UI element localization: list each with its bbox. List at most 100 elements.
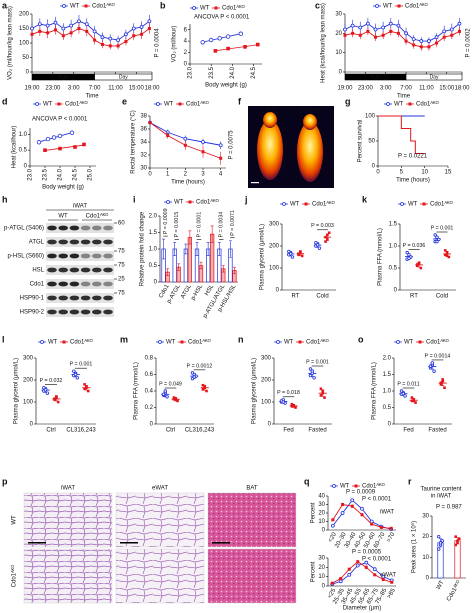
y-tick-label: 50 — [22, 55, 29, 61]
legend-label: WT — [290, 202, 300, 208]
marker — [332, 484, 336, 488]
marker — [350, 498, 355, 503]
marker — [454, 535, 457, 538]
blot-band — [80, 309, 91, 315]
x-tick-label: Cold — [316, 294, 328, 300]
marker — [330, 581, 334, 585]
bar — [454, 540, 461, 579]
blot-band — [92, 239, 102, 245]
y-tick-label: 200 — [269, 244, 280, 250]
marker — [326, 233, 329, 237]
x-tick-label: HSL — [204, 283, 215, 297]
blot-strip — [46, 265, 114, 275]
marker — [350, 23, 355, 28]
x-tick-label: 23.0 — [28, 168, 34, 180]
marker — [435, 235, 439, 239]
blot-band — [92, 225, 102, 231]
y-tick-label: 100 — [261, 400, 272, 406]
x-tick-label: 3:00 — [68, 86, 80, 92]
x-tick-label: 0 — [148, 172, 152, 178]
marker — [435, 41, 439, 45]
y-tick-label: 4 — [184, 39, 188, 45]
marker — [317, 246, 322, 250]
panel-label: eWAT — [380, 573, 396, 579]
column-label: iWAT — [61, 486, 75, 492]
y-tick-label: 1.0 — [149, 247, 158, 253]
marker — [326, 238, 329, 241]
marker — [338, 579, 343, 584]
legend-label: Cdo1ᴬᴷᴼ — [92, 2, 115, 10]
marker — [430, 361, 434, 365]
blot-band — [80, 281, 91, 287]
marker — [331, 518, 335, 522]
legend-label: WT — [404, 340, 414, 346]
legend-label: Cdo1ᴬᴷᴼ — [196, 198, 219, 206]
x-tick-label: 24.0 — [230, 66, 236, 78]
marker-kda: 75 — [118, 291, 125, 297]
marker — [412, 398, 416, 402]
error-bar — [210, 225, 214, 243]
marker — [360, 513, 364, 517]
marker — [310, 371, 314, 376]
marker — [192, 375, 196, 379]
panel-letter: b — [160, 0, 166, 10]
x-tick-label: <25 — [327, 587, 338, 599]
marker — [330, 523, 335, 528]
y-tick-label: 0.8 — [145, 356, 154, 362]
marker — [53, 397, 56, 400]
chart-title: in iWAT — [431, 494, 452, 500]
histology-image — [207, 492, 297, 548]
marker — [124, 32, 128, 37]
blot-band — [92, 295, 102, 301]
marker — [403, 394, 407, 398]
mouse-heat — [297, 122, 323, 182]
x-tick-label: CL316,243 — [185, 428, 215, 434]
marker — [55, 395, 58, 398]
y-tick-label: 30 — [140, 166, 147, 172]
marker — [219, 156, 223, 160]
marker — [388, 21, 393, 26]
marker — [323, 396, 326, 399]
marker — [62, 4, 66, 8]
marker — [140, 32, 144, 36]
y-axis-label: Percent survival — [358, 120, 364, 163]
marker — [441, 379, 445, 383]
y-tick-label: 10 — [318, 574, 325, 580]
marker — [354, 484, 358, 488]
marker — [437, 547, 441, 551]
x-tick-label: Ctrl — [166, 428, 175, 434]
p-value: P = 0.001 — [306, 359, 329, 365]
marker — [201, 388, 205, 391]
y-tick-label: 0 — [24, 164, 28, 170]
marker — [57, 102, 61, 106]
y-tick-label: 0 — [154, 280, 158, 286]
panel-label: iWAT — [380, 510, 394, 516]
marker — [350, 504, 354, 508]
legend-label: Cdo1ᴬᴷᴼ — [188, 338, 211, 346]
marker — [56, 400, 60, 404]
blot-band — [80, 267, 91, 273]
marker — [183, 143, 187, 147]
marker — [415, 263, 419, 266]
marker — [255, 42, 260, 47]
y-tick-label: 150 — [19, 26, 30, 32]
p-value: P = 0.001 — [431, 225, 454, 231]
column-label: BAT — [246, 486, 258, 492]
marker — [404, 31, 408, 36]
y-axis-label: Plasma glycerol (μmol/L) — [14, 358, 20, 424]
x-axis-label: Body weight (g) — [205, 83, 247, 89]
marker — [442, 29, 447, 34]
marker — [364, 560, 369, 565]
x-axis-label: Time — [397, 94, 411, 100]
p-value: P = 0.003 — [311, 223, 334, 229]
marker — [312, 376, 316, 380]
blot-strip — [46, 279, 114, 289]
histology-image — [23, 548, 113, 604]
legend-label: Cdo1ᴬᴷᴼ — [430, 200, 453, 208]
y-tick-label: 1.0 — [383, 389, 392, 395]
marker — [386, 102, 390, 106]
marker — [165, 395, 169, 399]
x-tick-label: 15:00 — [439, 86, 455, 92]
x-tick-label: 18:00 — [144, 86, 160, 92]
